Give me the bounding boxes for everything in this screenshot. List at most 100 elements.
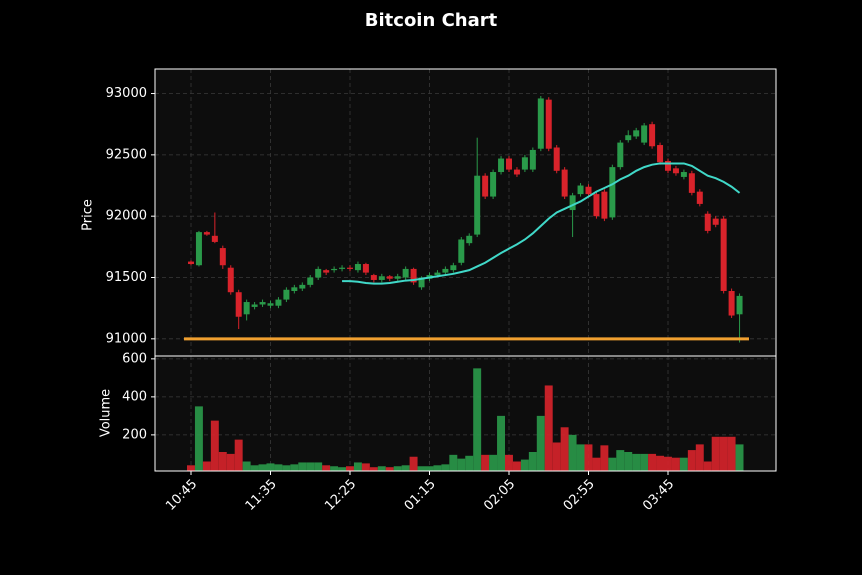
volume-bar [322,465,331,471]
candle-body [545,99,552,149]
candle-body [339,267,346,269]
volume-bar [449,454,458,471]
volume-bar [711,436,720,471]
volume-bar [489,454,498,471]
candle-body [323,270,330,273]
candle-body [585,186,592,195]
volume-bar [266,463,275,471]
candle-body [696,191,703,204]
volume-bar [409,456,418,471]
candle-body [609,167,616,218]
candle-body [291,287,298,291]
candle-body [521,157,528,170]
candle-body [641,125,648,143]
candle-body [665,160,671,171]
volume-bar [250,465,259,471]
volume-bar [202,461,211,471]
candle-body [203,232,210,235]
y-tick-label: 92000 [106,209,147,224]
volume-bar [695,444,704,471]
candle-body [259,302,266,305]
volume-bar [640,453,649,471]
candle-body [211,235,218,242]
candle-body [601,191,608,219]
candle-body [688,173,695,193]
volume-bar [210,420,219,471]
candle-body [569,195,576,211]
volume-bar [298,462,307,471]
candle-body [410,268,417,283]
volume-bar [592,457,601,471]
candle-body [442,268,449,273]
volume-bar [727,436,736,471]
candle-body [728,290,735,316]
y-axis-label: Price [81,199,96,231]
candle-body [736,295,743,315]
volume-bar [624,451,633,471]
candle-body [482,175,489,197]
volume-bar [497,415,505,471]
volume-bar [433,465,442,471]
volume-bar [361,463,370,471]
candle-body [506,158,512,170]
candle-body [490,172,497,197]
volume-bar [290,464,299,471]
candle-body [283,289,290,300]
candle-body [251,304,258,307]
volume-bar [274,464,283,471]
volume-bar [425,466,434,471]
y-tick-label: 400 [122,389,147,404]
candle-body [633,130,640,137]
volume-bar [584,444,593,471]
volume-bar [568,434,577,471]
volume-bar [552,442,561,471]
volume-bar [664,456,672,471]
plot-area [155,69,776,471]
volume-bar [632,453,641,471]
candle-body [553,147,560,171]
candle-body [188,261,194,265]
candle-body [529,149,536,170]
candle-body [354,264,361,271]
chart-title: Bitcoin Chart [365,10,498,31]
volume-bar [544,385,553,471]
volume-bar [417,466,426,471]
volume-panel [155,356,776,471]
volume-bar [314,462,323,471]
candle-body [378,276,385,280]
candle-body [370,275,377,280]
volume-bar [536,415,545,471]
volume-bar [226,453,235,471]
volume-bar [648,453,657,471]
candle-body [434,272,441,276]
volume-bar [187,465,195,471]
volume-bar [703,461,712,471]
volume-bar [528,451,537,471]
candle-body [243,302,250,315]
price-panel [155,69,776,356]
candle-body [474,175,481,235]
volume-bar [282,465,291,471]
y-tick-label: 600 [122,351,147,366]
y-tick-label: 200 [122,427,147,442]
candle-body [466,235,473,244]
candle-body [672,168,679,174]
candle-body [537,98,544,149]
y-tick-label: 91000 [106,331,147,346]
volume-bar [330,466,339,471]
candle-body [275,299,282,306]
candle-body [227,267,234,293]
candle-body [331,268,338,271]
y-axis-label: Volume [99,389,114,437]
volume-bar [306,462,315,471]
volume-bar [401,465,410,471]
candle-body [315,268,322,278]
candle-body [235,292,242,317]
candle-body [219,248,226,266]
candle-body [386,276,393,279]
y-tick-label: 92500 [106,147,147,162]
candle-body [712,218,719,225]
candle-body [720,218,727,291]
volume-bar [481,454,490,471]
